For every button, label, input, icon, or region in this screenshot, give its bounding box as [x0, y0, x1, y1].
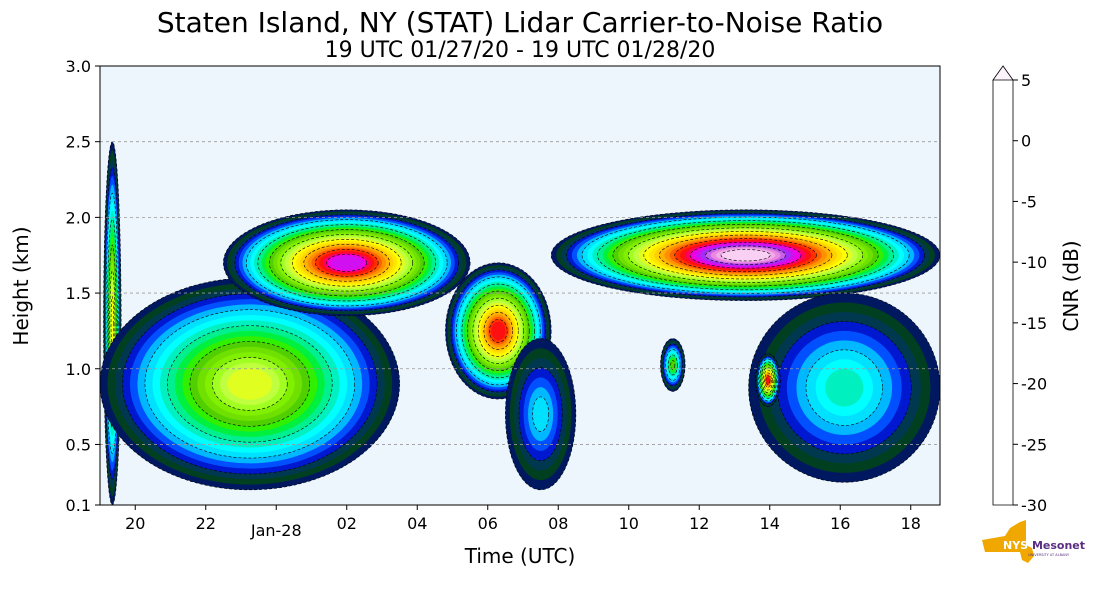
colorbar-label: CNR (dB) — [1059, 240, 1083, 331]
x-tick-label: 06 — [478, 514, 498, 533]
nys-mesonet-logo: NYS Mesonet UNIVERSITY AT ALBANY — [982, 520, 1085, 563]
cloud-feature — [755, 353, 781, 407]
cnr-contour — [670, 360, 676, 370]
y-tick-label: 2.0 — [66, 208, 91, 227]
chart-title: Staten Island, NY (STAT) Lidar Carrier-t… — [157, 6, 883, 39]
colorbar-tick-label: -25 — [1021, 435, 1047, 454]
colorbar-tick-label: 0 — [1021, 132, 1031, 151]
x-tick-label: 20 — [125, 514, 145, 533]
y-tick-label: 0.1 — [66, 496, 91, 515]
plot-frame — [99, 65, 941, 506]
cnr-contour — [491, 321, 506, 341]
cloud-feature — [103, 141, 122, 506]
cloud-feature — [223, 209, 471, 317]
cnr-contour — [227, 368, 273, 400]
colorbar-frame — [992, 80, 1014, 506]
colorbar-tick-label: -15 — [1021, 314, 1047, 333]
cnr-contour — [766, 376, 770, 384]
ny-state-shape — [982, 520, 1034, 563]
x-tick-label: 18 — [901, 514, 921, 533]
cloud-feature — [748, 292, 941, 483]
colorbar-tick-label: -30 — [1021, 496, 1047, 515]
colorbar-extend-arrow — [992, 65, 1014, 81]
colorbar-tick-label: -10 — [1021, 253, 1047, 272]
x-tick-label: 04 — [407, 514, 427, 533]
x-tick-label: 10 — [619, 514, 639, 533]
cloud-feature — [660, 338, 686, 392]
y-axis-label: Height (km) — [9, 226, 33, 345]
x-tick-label: 16 — [830, 514, 850, 533]
x-tick-label: 08 — [548, 514, 568, 533]
y-tick-label: 0.5 — [66, 435, 91, 454]
y-tick-label: 2.5 — [66, 133, 91, 152]
colorbar-tick-label: -20 — [1021, 375, 1047, 394]
cloud-feature — [550, 209, 941, 301]
cloud-feature — [505, 338, 577, 491]
cnr-contour — [825, 368, 864, 407]
logo-subtext: UNIVERSITY AT ALBANY — [1028, 553, 1070, 557]
y-tick-label: 1.5 — [66, 284, 91, 303]
x-tick-label: 12 — [689, 514, 709, 533]
logo-text: NYS Mesonet — [1003, 539, 1085, 552]
x-tick-label: 14 — [760, 514, 780, 533]
y-tick-label: 3.0 — [66, 57, 91, 76]
colorbar-tick-label: 5 — [1021, 71, 1031, 90]
x-tick-label: Jan-28 — [250, 521, 302, 540]
x-tick-label: 22 — [196, 514, 216, 533]
x-tick-label: 02 — [337, 514, 357, 533]
cnr-contour — [330, 255, 363, 270]
chart-subtitle: 19 UTC 01/27/20 - 19 UTC 01/28/20 — [325, 38, 716, 63]
colorbar-tick-label: -5 — [1021, 192, 1037, 211]
x-axis-label: Time (UTC) — [464, 544, 576, 568]
cnr-contour — [532, 396, 549, 432]
cnr-contour — [720, 249, 771, 262]
cloud-feature — [99, 277, 400, 491]
y-tick-label: 1.0 — [66, 360, 91, 379]
